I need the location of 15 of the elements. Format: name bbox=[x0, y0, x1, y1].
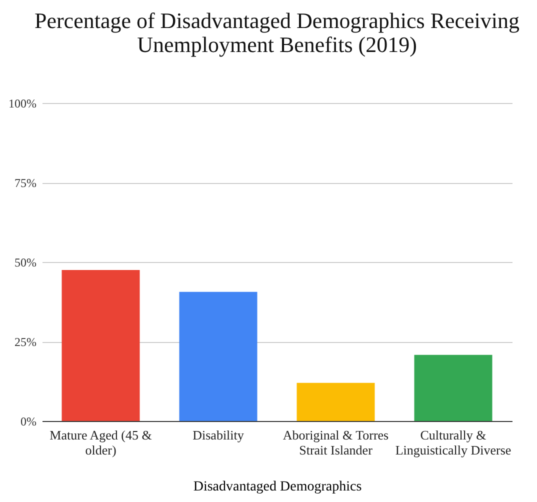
x-tick-label: Disability bbox=[192, 428, 244, 442]
bar bbox=[414, 354, 492, 421]
x-axis-title: Disadvantaged Demographics bbox=[193, 480, 362, 494]
y-tick-label: 100% bbox=[8, 96, 36, 110]
bar bbox=[296, 382, 375, 421]
bar bbox=[62, 270, 140, 421]
chart-title: Percentage of Disadvantaged Demographics Receiving Unemployment Benefits (2019) bbox=[34, 8, 520, 57]
x-tick-label: Mature Aged (45 & older) bbox=[50, 428, 152, 458]
y-tick-label: 25% bbox=[14, 335, 36, 349]
y-tick-label: 0% bbox=[20, 414, 36, 428]
x-tick-label: Culturally & Linguistically Diverse bbox=[395, 428, 512, 458]
y-tick-label: 50% bbox=[14, 256, 36, 270]
bar bbox=[179, 292, 258, 421]
y-tick-label: 75% bbox=[14, 176, 36, 190]
x-tick-label: Aboriginal & Torres Strait Islander bbox=[282, 428, 389, 458]
